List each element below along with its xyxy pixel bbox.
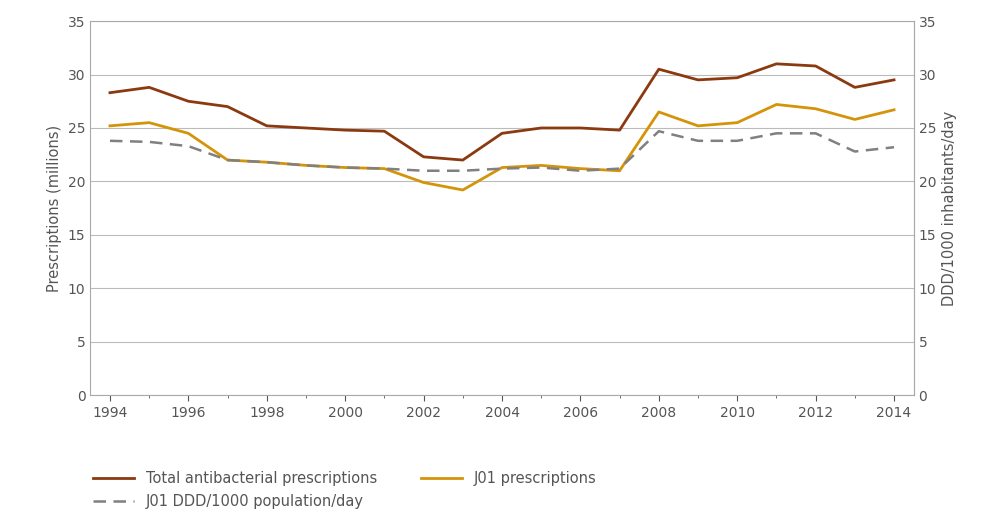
Total antibacterial prescriptions <box>730 75 742 81</box>
J01 DDD/1000 population/day <box>848 148 860 154</box>
J01 DDD/1000 population/day <box>104 138 116 144</box>
J01 prescriptions <box>652 109 664 115</box>
Total antibacterial prescriptions <box>222 103 234 110</box>
J01 prescriptions <box>222 157 234 163</box>
J01 prescriptions <box>104 123 116 129</box>
Total antibacterial prescriptions <box>887 77 899 83</box>
J01 DDD/1000 population/day <box>456 168 468 174</box>
Line: J01 DDD/1000 population/day: J01 DDD/1000 population/day <box>110 131 893 171</box>
Total antibacterial prescriptions <box>378 128 390 134</box>
J01 prescriptions <box>143 120 155 126</box>
J01 DDD/1000 population/day <box>183 143 195 149</box>
J01 prescriptions <box>261 159 273 165</box>
Total antibacterial prescriptions <box>691 77 703 83</box>
J01 prescriptions <box>495 164 508 171</box>
J01 prescriptions <box>378 165 390 172</box>
J01 DDD/1000 population/day <box>769 130 781 136</box>
J01 DDD/1000 population/day <box>261 159 273 165</box>
Y-axis label: DDD/1000 inhabitants/day: DDD/1000 inhabitants/day <box>941 111 956 306</box>
Line: J01 prescriptions: J01 prescriptions <box>110 104 893 190</box>
J01 DDD/1000 population/day <box>378 165 390 172</box>
J01 prescriptions <box>613 168 625 174</box>
J01 prescriptions <box>574 165 586 172</box>
J01 DDD/1000 population/day <box>691 138 703 144</box>
J01 prescriptions <box>730 120 742 126</box>
J01 DDD/1000 population/day <box>495 165 508 172</box>
J01 DDD/1000 population/day <box>535 164 547 171</box>
J01 prescriptions <box>887 106 899 113</box>
Total antibacterial prescriptions <box>652 66 664 72</box>
Total antibacterial prescriptions <box>261 123 273 129</box>
J01 prescriptions <box>300 162 312 169</box>
J01 DDD/1000 population/day <box>574 168 586 174</box>
J01 prescriptions <box>808 105 820 112</box>
J01 DDD/1000 population/day <box>143 139 155 145</box>
Total antibacterial prescriptions <box>574 125 586 131</box>
Total antibacterial prescriptions <box>808 63 820 69</box>
J01 prescriptions <box>769 101 781 108</box>
Total antibacterial prescriptions <box>769 61 781 67</box>
J01 DDD/1000 population/day <box>730 138 742 144</box>
Total antibacterial prescriptions <box>495 130 508 136</box>
Total antibacterial prescriptions <box>535 125 547 131</box>
Total antibacterial prescriptions <box>848 84 860 91</box>
J01 prescriptions <box>535 162 547 169</box>
J01 DDD/1000 population/day <box>300 162 312 169</box>
J01 prescriptions <box>183 130 195 136</box>
J01 prescriptions <box>848 116 860 123</box>
J01 DDD/1000 population/day <box>613 165 625 172</box>
J01 DDD/1000 population/day <box>808 130 820 136</box>
Total antibacterial prescriptions <box>613 127 625 133</box>
J01 DDD/1000 population/day <box>887 144 899 150</box>
Line: Total antibacterial prescriptions: Total antibacterial prescriptions <box>110 64 893 160</box>
Total antibacterial prescriptions <box>339 127 351 133</box>
J01 prescriptions <box>417 179 429 186</box>
J01 prescriptions <box>691 123 703 129</box>
J01 prescriptions <box>456 187 468 193</box>
J01 DDD/1000 population/day <box>222 157 234 163</box>
Total antibacterial prescriptions <box>183 98 195 104</box>
Y-axis label: Prescriptions (millions): Prescriptions (millions) <box>47 124 62 292</box>
J01 DDD/1000 population/day <box>652 128 664 134</box>
Total antibacterial prescriptions <box>143 84 155 91</box>
Legend: Total antibacterial prescriptions, J01 DDD/1000 population/day, J01 prescription: Total antibacterial prescriptions, J01 D… <box>87 465 602 514</box>
J01 DDD/1000 population/day <box>339 164 351 171</box>
Total antibacterial prescriptions <box>104 90 116 96</box>
Total antibacterial prescriptions <box>456 157 468 163</box>
Total antibacterial prescriptions <box>300 125 312 131</box>
J01 prescriptions <box>339 164 351 171</box>
Total antibacterial prescriptions <box>417 154 429 160</box>
J01 DDD/1000 population/day <box>417 168 429 174</box>
